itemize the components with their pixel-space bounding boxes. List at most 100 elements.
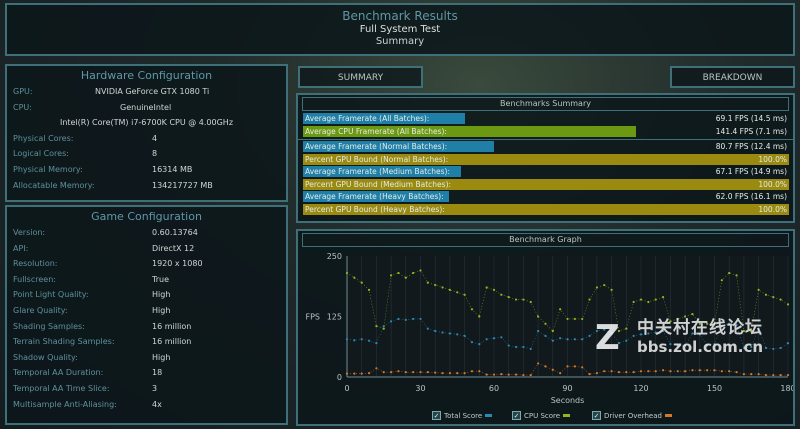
summary-row: Percent GPU Bound (Medium Batches): 100.0…: [303, 178, 789, 190]
data-point: [669, 342, 672, 346]
checkbox-icon[interactable]: ✓: [512, 411, 521, 420]
summary-value: 100.0%: [758, 204, 787, 214]
data-point: [750, 372, 753, 376]
data-point: [757, 288, 760, 291]
data-point: [713, 322, 716, 325]
data-point: [463, 372, 466, 375]
data-point: [603, 370, 606, 373]
data-point: [514, 345, 518, 349]
summary-bar-fill: [303, 203, 789, 215]
config-value: 16314 MB: [152, 164, 193, 174]
config-key: Terrain Shading Samples:: [13, 337, 115, 347]
data-point: [463, 293, 466, 296]
data-point: [610, 370, 613, 373]
summary-value: 69.1 FPS (14.5 ms): [715, 114, 787, 123]
data-point: [397, 370, 400, 373]
data-point: [514, 298, 518, 301]
data-point: [595, 286, 598, 289]
tab-breakdown[interactable]: BREAKDOWN: [670, 66, 795, 88]
data-point: [404, 371, 407, 374]
data-point: [382, 325, 385, 328]
data-point: [544, 322, 547, 325]
config-value: 8: [152, 149, 158, 159]
data-point: [676, 317, 679, 321]
data-point: [412, 317, 415, 321]
data-point: [684, 370, 687, 373]
data-point: [639, 333, 643, 336]
data-point: [625, 339, 628, 342]
data-point: [735, 274, 738, 277]
data-point: [713, 369, 716, 372]
legend-total-score[interactable]: ✓ Total Score: [432, 411, 493, 420]
data-point: [786, 373, 790, 377]
summary-label: Average Framerate (Heavy Batches):: [305, 192, 444, 201]
summary-value: 100.0%: [758, 154, 787, 164]
data-point: [507, 373, 510, 376]
summary-row: Average Framerate (Heavy Batches): 62.0 F…: [303, 191, 789, 202]
data-point: [382, 327, 385, 330]
data-point: [426, 327, 429, 330]
graph-title: Benchmark Graph: [302, 233, 789, 247]
data-point: [559, 308, 562, 311]
cpu-row: CPU: GenuineIntel: [7, 100, 286, 116]
panel-title: Hardware Configuration: [80, 69, 213, 82]
data-point: [764, 293, 768, 296]
legend-swatch: [664, 414, 672, 417]
data-point: [647, 370, 650, 373]
watermark-line1: 中关村在线论坛: [637, 318, 763, 338]
cpu-name: Intel(R) Core(TM) i7-6700K CPU @ 4.00GHz: [59, 118, 234, 128]
page-section: Summary: [375, 36, 425, 47]
data-point: [551, 329, 554, 333]
game-configuration-panel: Game Configuration Version: 0.60.13764 API…: [5, 205, 288, 425]
config-key: API:: [13, 243, 29, 253]
data-point: [786, 303, 790, 306]
data-point: [728, 322, 731, 325]
legend-label: Driver Overhead: [604, 411, 662, 420]
data-point: [676, 344, 679, 347]
data-point: [764, 373, 768, 377]
data-point: [720, 325, 723, 328]
data-point: [434, 283, 437, 287]
data-point: [507, 296, 510, 299]
checkbox-icon[interactable]: ✓: [592, 411, 601, 420]
config-row: Temporal AA Duration: 18: [7, 365, 286, 381]
summary-bar-fill: [303, 125, 637, 137]
config-value: True: [152, 274, 169, 284]
data-point: [345, 271, 349, 275]
data-point: [698, 333, 701, 336]
summary-value: 67.1 FPS (14.9 ms): [715, 167, 787, 176]
data-point: [345, 338, 349, 341]
gpu-row: GPU: NVIDIA GeForce GTX 1080 Ti: [7, 84, 286, 100]
data-point: [404, 276, 407, 279]
data-point: [537, 315, 540, 318]
summary-row: Average CPU Framerate (All Batches): 141.…: [303, 125, 789, 137]
data-point: [529, 373, 532, 377]
data-point: [706, 322, 709, 325]
config-row: Terrain Shading Samples: 16 million: [7, 334, 286, 350]
data-point: [757, 327, 760, 330]
data-point: [595, 372, 598, 375]
summary-value: 100.0%: [758, 179, 787, 189]
config-value: High: [152, 290, 171, 300]
legend-driver-overhead[interactable]: ✓ Driver Overhead: [592, 411, 672, 420]
data-point: [632, 300, 635, 304]
config-value: 1920 x 1080: [152, 259, 203, 269]
benchmark-chart: 0 30 60 90 120 150 180 0 125 250 FPS Seconds: [305, 252, 793, 405]
data-point: [426, 281, 429, 284]
data-point: [529, 300, 532, 304]
data-point: [345, 372, 349, 375]
legend-cpu-score[interactable]: ✓ CPU Score: [512, 411, 571, 420]
tab-summary[interactable]: SUMMARY: [298, 66, 423, 88]
data-point: [360, 281, 363, 284]
summary-bar-fill: [303, 191, 450, 202]
data-point: [375, 342, 378, 345]
data-point: [367, 339, 371, 342]
data-point: [588, 372, 591, 376]
data-point: [691, 312, 694, 316]
data-point: [735, 371, 738, 374]
config-key: Resolution:: [13, 259, 58, 269]
config-value: High: [152, 352, 171, 362]
checkbox-icon[interactable]: ✓: [432, 411, 441, 420]
data-point: [706, 369, 709, 372]
data-point: [419, 317, 422, 321]
